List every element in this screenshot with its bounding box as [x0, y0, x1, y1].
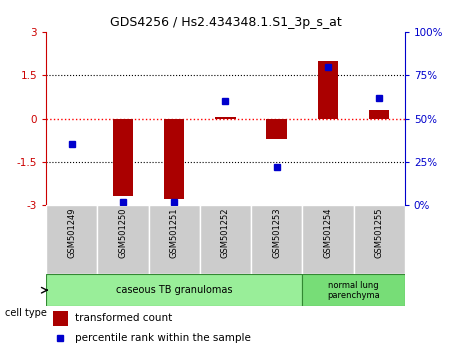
Text: GSM501255: GSM501255	[374, 207, 383, 258]
Bar	[317, 61, 337, 119]
Bar	[112, 119, 133, 196]
Bar	[215, 117, 235, 119]
Text: percentile rank within the sample: percentile rank within the sample	[74, 333, 250, 343]
Bar	[53, 311, 67, 326]
Title: GDS4256 / Hs2.434348.1.S1_3p_s_at: GDS4256 / Hs2.434348.1.S1_3p_s_at	[109, 16, 341, 29]
Bar	[163, 119, 184, 199]
Bar	[353, 205, 404, 274]
Text: GSM501251: GSM501251	[169, 207, 178, 258]
Text: GSM501249: GSM501249	[67, 207, 76, 258]
Text: transformed count: transformed count	[74, 313, 172, 323]
Text: GSM501252: GSM501252	[220, 207, 230, 258]
Bar	[266, 119, 286, 139]
Bar	[368, 110, 389, 119]
Text: normal lung
parenchyma: normal lung parenchyma	[326, 280, 379, 300]
Text: GSM501253: GSM501253	[272, 207, 280, 258]
Text: GSM501250: GSM501250	[118, 207, 127, 258]
Text: GSM501254: GSM501254	[323, 207, 332, 258]
Bar	[251, 205, 302, 274]
Bar	[302, 205, 353, 274]
Bar	[148, 205, 199, 274]
Bar	[302, 274, 404, 306]
Text: cell type: cell type	[5, 308, 46, 318]
Text: caseous TB granulomas: caseous TB granulomas	[116, 285, 232, 295]
Bar	[97, 205, 148, 274]
Bar	[46, 205, 97, 274]
Bar	[199, 205, 251, 274]
Bar	[46, 274, 302, 306]
